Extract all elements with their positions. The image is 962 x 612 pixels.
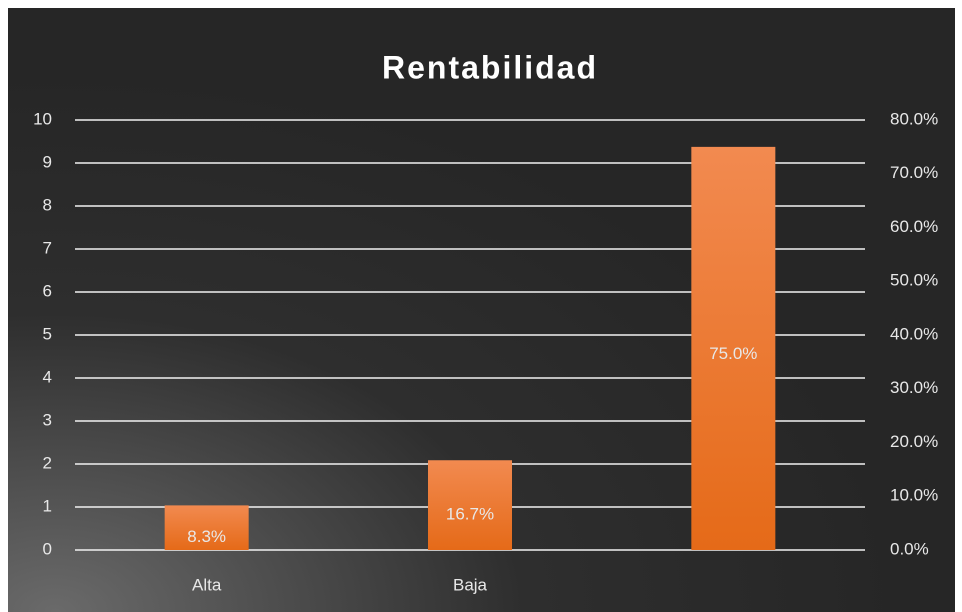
bar — [428, 460, 512, 550]
bar — [691, 146, 776, 550]
x-tick-label: Alta — [192, 575, 222, 594]
data-label: 75.0% — [709, 344, 757, 363]
y2-tick-label: 60.0% — [890, 217, 938, 236]
bar — [164, 505, 249, 550]
y-tick-label: 10 — [33, 109, 52, 128]
y-tick-label: 8 — [43, 195, 52, 214]
y-tick-label: 7 — [43, 238, 52, 257]
y-tick-label: 6 — [43, 281, 52, 300]
y2-tick-label: 40.0% — [890, 324, 938, 343]
y2-tick-label: 20.0% — [890, 432, 938, 451]
data-label: 8.3% — [187, 527, 226, 546]
y-tick-label: 9 — [43, 152, 52, 171]
x-tick-label: Baja — [453, 575, 488, 594]
y2-tick-label: 70.0% — [890, 163, 938, 182]
y2-tick-label: 50.0% — [890, 271, 938, 290]
y-tick-label: 1 — [43, 496, 52, 515]
y2-tick-label: 10.0% — [890, 486, 938, 505]
y-tick-label: 5 — [43, 324, 52, 343]
chart-title: Rentabilidad — [382, 49, 598, 85]
y-tick-label: 0 — [43, 539, 52, 558]
y-tick-label: 4 — [43, 367, 52, 386]
y2-tick-label: 80.0% — [890, 109, 938, 128]
y-tick-label: 3 — [43, 410, 52, 429]
y-tick-label: 2 — [43, 453, 52, 472]
data-label: 16.7% — [446, 505, 494, 524]
y2-tick-label: 0.0% — [890, 539, 929, 558]
y2-tick-label: 30.0% — [890, 378, 938, 397]
